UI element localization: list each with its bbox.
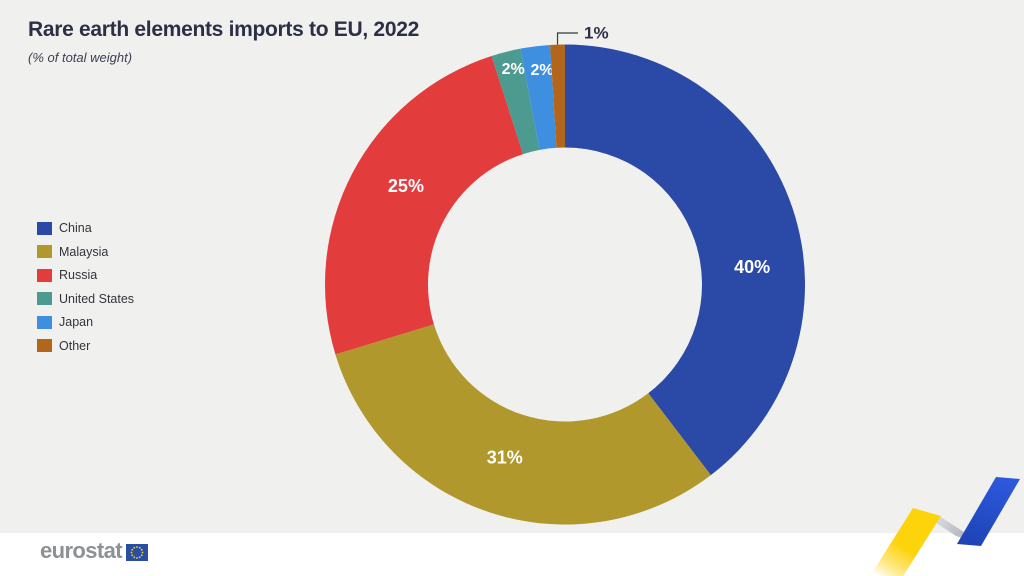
- legend-label: Russia: [59, 268, 98, 282]
- donut-segment-other: [550, 44, 565, 148]
- ribbon-yellow-stripe: [872, 508, 941, 576]
- legend-item-malaysia: Malaysia: [37, 245, 134, 259]
- legend-swatch: [37, 221, 52, 235]
- segment-label-japan: 2%: [530, 62, 553, 79]
- legend-swatch: [37, 315, 52, 329]
- eu-flag-star: [131, 553, 134, 556]
- legend-item-russia: Russia: [37, 268, 134, 282]
- legend-label: United States: [59, 291, 135, 306]
- eu-flag-star: [133, 555, 136, 558]
- eu-flag-star: [138, 546, 141, 549]
- eu-flag-icon: [126, 543, 148, 561]
- other-callout-line: [556, 32, 578, 45]
- eu-flag-star: [136, 556, 138, 559]
- legend-item-china: China: [37, 221, 134, 235]
- eu-flag-star: [140, 553, 143, 556]
- chart-subtitle: (% of total weight): [28, 50, 133, 65]
- segment-label-other: 1%: [584, 24, 609, 43]
- donut-segment-china: [565, 44, 806, 476]
- eu-flag-star: [141, 551, 144, 553]
- eu-flag-star: [133, 546, 136, 549]
- legend-label: Malaysia: [59, 244, 109, 259]
- legend-item-other: Other: [37, 339, 134, 353]
- eu-flag-star: [140, 548, 143, 551]
- legend-swatch: [37, 245, 52, 258]
- segment-label-china: 40%: [734, 257, 770, 277]
- segment-label-malaysia: 31%: [487, 447, 523, 467]
- legend-label: China: [59, 221, 92, 235]
- eurostat-ribbon-graphic: [872, 477, 1020, 576]
- donut-segment-united-states: [491, 48, 540, 155]
- eu-flag-star: [130, 551, 133, 553]
- eurostat-logo: eurostat: [40, 540, 148, 562]
- legend-item-japan: Japan: [37, 315, 134, 329]
- legend-swatch: [37, 339, 52, 352]
- legend-label: Japan: [59, 315, 94, 329]
- segment-label-russia: 25%: [388, 176, 424, 196]
- chart-title: Rare earth elements imports to EU, 2022: [28, 18, 419, 41]
- ribbon-blue-stripe: [957, 477, 1020, 546]
- legend-item-united-states: United States: [37, 292, 134, 306]
- footer-bar: eurostat: [0, 533, 1024, 576]
- donut-segment-japan: [520, 44, 557, 150]
- eu-flag-star: [131, 548, 134, 551]
- legend-label: Other: [59, 338, 91, 353]
- legend-swatch: [37, 292, 52, 305]
- chart-legend: China Malaysia Russia United States Japan Oth…: [37, 221, 134, 353]
- donut-segment-russia: [325, 56, 524, 355]
- legend-swatch: [37, 268, 52, 282]
- segment-label-united-states: 2%: [502, 61, 525, 78]
- eurostat-logo-text: eurostat: [40, 538, 123, 563]
- eu-flag-star: [136, 545, 138, 548]
- eu-flag-star: [138, 555, 141, 558]
- donut-segment-malaysia: [335, 324, 711, 525]
